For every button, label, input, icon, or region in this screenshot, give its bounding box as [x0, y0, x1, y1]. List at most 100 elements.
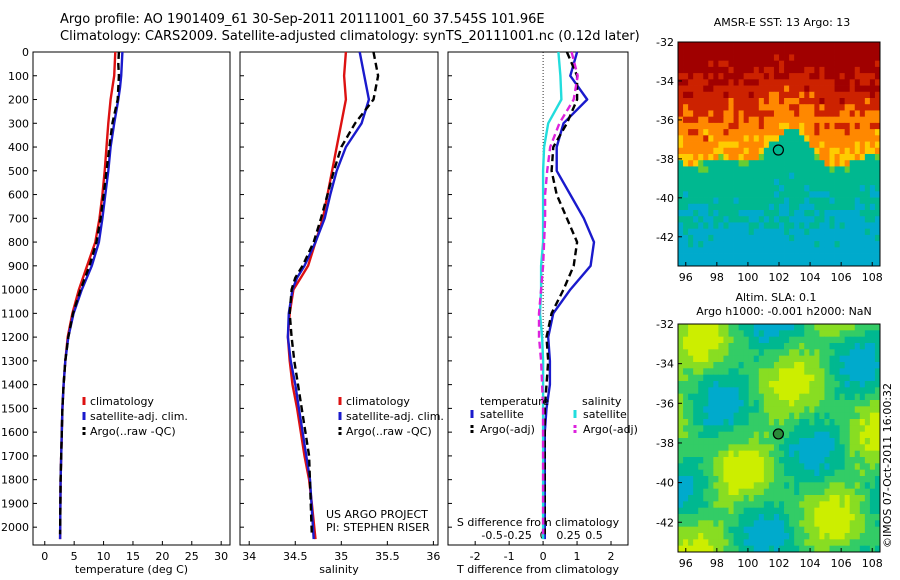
- heatmap-cell: [849, 259, 856, 267]
- heatmap-cell: [743, 431, 750, 439]
- heatmap-cell: [864, 135, 871, 142]
- heatmap-cell: [688, 222, 694, 230]
- heatmap-cell: [773, 444, 780, 452]
- heatmap-cell: [763, 178, 770, 186]
- heatmap-cell: [859, 545, 866, 553]
- heatmap-cell: [718, 336, 724, 344]
- heatmap-cell: [809, 147, 815, 155]
- heatmap-cell: [703, 438, 709, 445]
- heatmap-cell: [829, 166, 835, 174]
- heatmap-cell: [824, 135, 830, 142]
- heatmap-cell: [859, 374, 866, 382]
- heatmap-cell: [874, 324, 881, 331]
- heatmap-cell: [779, 406, 785, 414]
- heatmap-cell: [728, 42, 734, 49]
- heatmap-cell: [839, 154, 846, 161]
- heatmap-cell: [799, 362, 805, 369]
- heatmap-cell: [834, 539, 840, 547]
- heatmap-cell: [839, 362, 846, 369]
- heatmap-cell: [758, 374, 765, 382]
- heatmap-cell: [723, 495, 729, 502]
- heatmap-cell: [768, 116, 775, 124]
- heatmap-cell: [763, 412, 770, 420]
- heatmap-cell: [728, 450, 734, 458]
- heatmap-cell: [748, 362, 755, 369]
- heatmap-cell: [743, 393, 750, 401]
- heatmap-cell: [713, 98, 719, 105]
- heatmap-cell: [849, 48, 856, 55]
- heatmap-cell: [743, 336, 750, 344]
- heatmap-cell: [809, 488, 815, 496]
- heatmap-cell: [839, 85, 846, 93]
- heatmap-cell: [829, 374, 835, 382]
- ytick-label: -38: [656, 437, 674, 450]
- heatmap-cell: [713, 185, 719, 192]
- heatmap-cell: [839, 191, 846, 198]
- heatmap-cell: [753, 425, 760, 433]
- heatmap-cell: [799, 110, 805, 118]
- heatmap-cell: [758, 400, 765, 407]
- heatmap-cell: [809, 48, 815, 55]
- heatmap-cell: [703, 253, 709, 261]
- heatmap-cell: [789, 374, 795, 382]
- heatmap-cell: [773, 476, 780, 483]
- heatmap-cell: [708, 425, 714, 433]
- heatmap-cell: [763, 545, 770, 553]
- heatmap-cell: [738, 387, 745, 395]
- heatmap-cell: [814, 330, 820, 338]
- heatmap-cell: [713, 203, 719, 211]
- heatmap-cell: [834, 362, 840, 369]
- heatmap-cell: [723, 533, 729, 540]
- heatmap-cell: [789, 469, 795, 477]
- heatmap-cell: [743, 154, 750, 161]
- heatmap-cell: [874, 241, 881, 248]
- heatmap-cell: [688, 141, 694, 149]
- heatmap-cell: [839, 514, 846, 521]
- heatmap-cell: [698, 222, 704, 230]
- heatmap-cell: [809, 349, 815, 357]
- heatmap-cell: [874, 393, 881, 401]
- heatmap-cell: [854, 154, 861, 161]
- xtick-label: 106: [831, 271, 852, 284]
- heatmap-cell: [758, 533, 765, 540]
- heatmap-cell: [854, 526, 861, 534]
- heatmap-cell: [859, 368, 866, 376]
- heatmap-cell: [678, 122, 684, 130]
- heatmap-cell: [809, 431, 815, 439]
- heatmap-cell: [773, 400, 780, 407]
- heatmap-cell: [869, 507, 876, 515]
- heatmap-cell: [758, 482, 765, 490]
- heatmap-cell: [693, 368, 699, 376]
- heatmap-cell: [748, 197, 755, 205]
- heatmap-cell: [678, 406, 684, 414]
- heatmap-cell: [839, 469, 846, 477]
- heatmap-cell: [758, 368, 765, 376]
- heatmap-cell: [849, 98, 856, 105]
- heatmap-cell: [723, 98, 729, 105]
- heatmap-cell: [763, 520, 770, 528]
- heatmap-cell: [768, 203, 775, 211]
- heatmap-cell: [743, 514, 750, 521]
- heatmap-cell: [703, 507, 709, 515]
- heatmap-cell: [809, 42, 815, 49]
- heatmap-cell: [698, 343, 704, 350]
- heatmap-cell: [733, 166, 739, 174]
- heatmap-cell: [753, 141, 760, 149]
- heatmap-cell: [688, 160, 694, 167]
- heatmap-cell: [718, 412, 724, 420]
- heatmap-cell: [789, 91, 795, 99]
- heatmap-cell: [678, 259, 684, 267]
- ytick-label: -40: [656, 192, 674, 205]
- heatmap-cell: [854, 545, 861, 553]
- heatmap-cell: [728, 400, 734, 407]
- heatmap-cell: [693, 419, 699, 426]
- heatmap-cell: [698, 116, 704, 124]
- heatmap-cell: [829, 514, 835, 521]
- heatmap-cell: [713, 210, 719, 217]
- heatmap-cell: [678, 79, 684, 86]
- heatmap-cell: [849, 520, 856, 528]
- heatmap-cell: [809, 469, 815, 477]
- heatmap-cell: [839, 444, 846, 452]
- heatmap-cell: [693, 210, 699, 217]
- heatmap-cell: [763, 54, 770, 62]
